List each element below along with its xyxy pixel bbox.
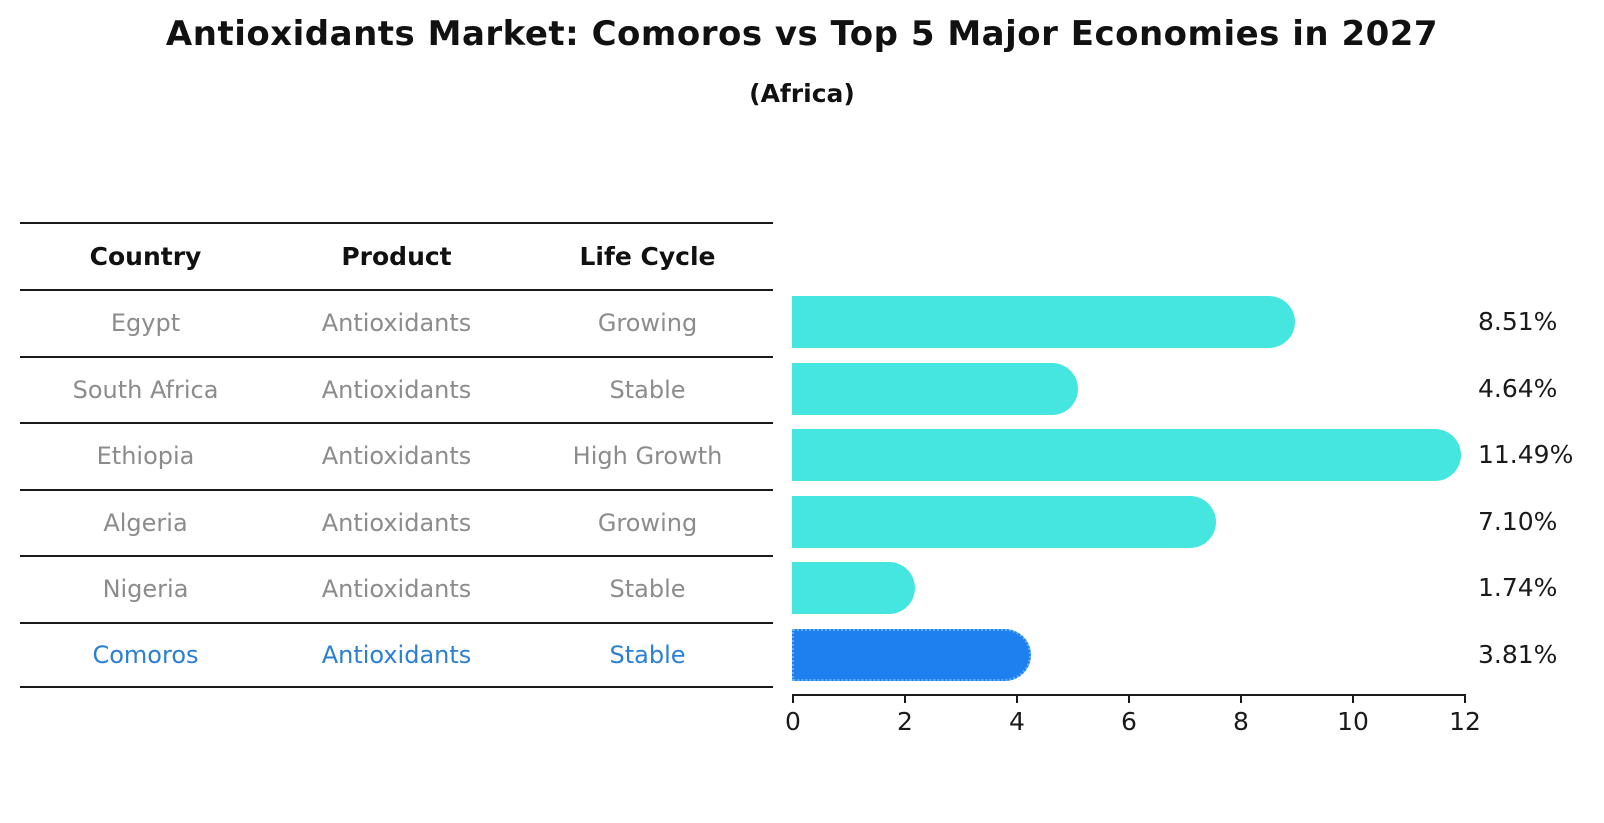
cell-life-cycle: High Growth [572, 442, 723, 471]
x-tick-label-4: 4 [1009, 707, 1025, 736]
value-label-egypt: 8.51% [1478, 307, 1558, 337]
cell-product: Antioxidants [321, 309, 472, 338]
cell-product: Antioxidants [321, 640, 472, 669]
cell-life-cycle: Stable [609, 375, 686, 404]
bar-nigeria [792, 562, 916, 615]
x-axis-tick [904, 694, 906, 703]
cell-life-cycle: Growing [597, 309, 698, 338]
cell-product: Antioxidants [321, 442, 472, 471]
cell-country: Nigeria [102, 575, 189, 604]
bar-egypt [792, 296, 1295, 349]
chart-subtitle: (Africa) [749, 79, 855, 108]
x-axis-tick [1128, 694, 1130, 703]
cell-life-cycle: Stable [609, 575, 686, 604]
x-axis-tick [1016, 694, 1018, 703]
table-row-ethiopia: Ethiopia Antioxidants High Growth [20, 422, 773, 489]
cell-product: Antioxidants [321, 375, 472, 404]
value-label-algeria: 7.10% [1478, 506, 1558, 536]
column-header-country: Country [89, 242, 202, 271]
table-row-algeria: Algeria Antioxidants Growing [20, 488, 773, 556]
column-header-product: Product [341, 242, 452, 271]
cell-country: Egypt [110, 309, 181, 338]
x-tick-label-8: 8 [1233, 707, 1249, 736]
x-axis-tick [792, 694, 794, 703]
value-label-comoros: 3.81% [1478, 639, 1558, 669]
value-label-ethiopia: 11.49% [1478, 440, 1574, 470]
x-tick-label-10: 10 [1337, 707, 1369, 736]
bar-ethiopia [792, 429, 1462, 482]
x-tick-label-2: 2 [897, 707, 913, 736]
cell-life-cycle: Stable [609, 640, 686, 669]
x-tick-label-12: 12 [1449, 707, 1481, 736]
column-header-life-cycle: Life Cycle [579, 242, 716, 271]
x-axis-tick [1352, 694, 1354, 703]
cell-country: South Africa [72, 375, 219, 404]
table-row-nigeria: Nigeria Antioxidants Stable [20, 555, 773, 622]
table-header-row: Country Product Life Cycle [20, 222, 773, 289]
chart-title: Antioxidants Market: Comoros vs Top 5 Ma… [165, 14, 1439, 54]
bar-algeria [792, 495, 1216, 548]
cell-country: Comoros [92, 640, 199, 669]
x-axis-tick [1240, 694, 1242, 703]
country-table: Country Product Life Cycle Egypt Antioxidant… [20, 222, 773, 688]
table-row-south-africa: South Africa Antioxidants Stable [20, 355, 773, 423]
value-label-nigeria: 1.74% [1478, 573, 1558, 603]
value-label-south-africa: 4.64% [1478, 373, 1558, 403]
table-row-comoros: Comoros Antioxidants Stable [20, 621, 773, 688]
x-tick-label-0: 0 [785, 707, 801, 736]
cell-country: Ethiopia [96, 442, 195, 471]
cell-product: Antioxidants [321, 575, 472, 604]
cell-life-cycle: Growing [597, 508, 698, 537]
bar-south-africa [792, 362, 1078, 415]
table-row-egypt: Egypt Antioxidants Growing [20, 289, 773, 356]
cell-country: Algeria [103, 508, 188, 537]
x-axis-tick [1464, 694, 1466, 703]
x-tick-label-6: 6 [1121, 707, 1137, 736]
cell-product: Antioxidants [321, 508, 472, 537]
bar-comoros [792, 628, 1032, 681]
